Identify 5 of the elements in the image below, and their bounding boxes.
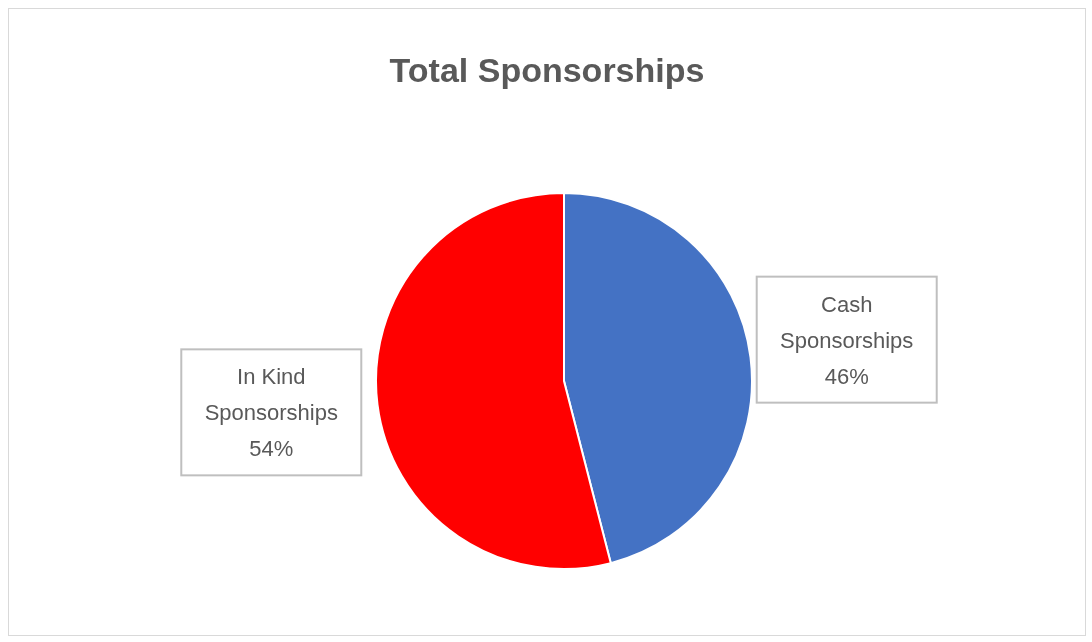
chart-title: Total Sponsorships	[388, 51, 706, 90]
data-label: 54%	[249, 435, 294, 461]
data-label: 46%	[824, 363, 869, 389]
slice-label: Cash Sponsorships	[780, 291, 914, 353]
slice-label: In Kind Sponsorships	[204, 363, 338, 425]
